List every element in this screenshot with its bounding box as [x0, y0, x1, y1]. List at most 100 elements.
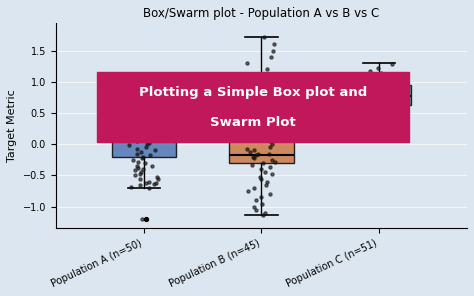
Point	[370, 102, 378, 107]
Point	[146, 179, 153, 184]
Point	[250, 148, 258, 153]
Point	[134, 98, 141, 103]
Point	[361, 112, 369, 117]
Point	[370, 124, 378, 129]
Point	[142, 145, 149, 150]
Point	[145, 186, 152, 190]
Point	[387, 87, 395, 92]
Point	[146, 141, 153, 145]
Point	[139, 167, 147, 172]
Point	[262, 169, 269, 174]
Point	[371, 110, 379, 114]
Point	[137, 149, 145, 154]
Point	[127, 124, 134, 129]
Point	[270, 48, 277, 53]
Point	[143, 142, 150, 147]
Point	[245, 189, 252, 193]
Point	[244, 147, 251, 152]
Point	[149, 164, 156, 168]
Point	[379, 114, 387, 119]
Point	[142, 181, 149, 185]
Point	[374, 66, 382, 70]
Point	[360, 116, 368, 120]
PathPatch shape	[111, 122, 176, 157]
Point	[267, 54, 275, 59]
Point	[264, 67, 271, 72]
Point	[374, 103, 382, 108]
Point	[139, 217, 146, 221]
Point	[128, 184, 135, 189]
Point	[263, 179, 271, 184]
Point	[152, 111, 160, 115]
Point	[388, 93, 396, 98]
Point	[389, 86, 397, 90]
Point	[257, 177, 265, 181]
Point	[266, 145, 273, 150]
Point	[137, 170, 145, 175]
Point	[155, 177, 162, 181]
Point	[137, 183, 144, 188]
Point	[250, 154, 257, 159]
Point	[254, 73, 262, 78]
Point	[260, 35, 268, 39]
Point	[257, 167, 265, 172]
Point	[139, 154, 146, 159]
Point	[268, 142, 276, 147]
Point	[134, 129, 141, 134]
Point	[145, 137, 152, 141]
Point	[371, 98, 379, 103]
Point	[378, 71, 385, 75]
Point	[383, 133, 391, 137]
PathPatch shape	[346, 85, 411, 105]
Point	[271, 159, 279, 164]
Point	[146, 89, 154, 94]
Point	[266, 192, 273, 197]
Point	[364, 97, 371, 102]
Point	[379, 73, 386, 78]
Point	[265, 152, 273, 157]
Point	[126, 143, 133, 148]
Point	[378, 89, 386, 94]
Point	[132, 168, 139, 173]
Point	[268, 172, 275, 176]
Point	[269, 157, 276, 162]
Point	[252, 198, 260, 203]
Point	[360, 120, 367, 125]
Point	[131, 122, 139, 127]
Point	[143, 136, 150, 140]
Point	[378, 111, 386, 115]
Point	[270, 42, 277, 47]
Point	[137, 172, 144, 176]
Point	[365, 104, 373, 109]
Point	[138, 128, 146, 133]
Y-axis label: Target Metric: Target Metric	[7, 89, 17, 162]
PathPatch shape	[229, 141, 294, 163]
Point	[132, 173, 139, 178]
Point	[138, 156, 146, 160]
Point	[252, 207, 259, 212]
Point	[263, 86, 270, 90]
Point	[376, 127, 384, 132]
Point	[246, 149, 254, 154]
Point	[257, 195, 264, 200]
Point	[382, 92, 389, 97]
Point	[381, 89, 388, 94]
Point	[141, 160, 149, 165]
Point	[366, 108, 374, 113]
Point	[259, 213, 267, 217]
Point	[154, 174, 161, 179]
Point	[252, 153, 260, 158]
Title: Box/Swarm plot - Population A vs B vs C: Box/Swarm plot - Population A vs B vs C	[143, 7, 380, 20]
Point	[255, 151, 262, 156]
Point	[390, 101, 397, 105]
Point	[366, 68, 374, 73]
Point	[266, 164, 273, 169]
Point	[389, 129, 396, 134]
Text: Plotting a Simple Box plot and: Plotting a Simple Box plot and	[139, 86, 367, 99]
Point	[262, 210, 269, 215]
Point	[256, 174, 264, 179]
Point	[133, 123, 141, 128]
Point	[383, 78, 390, 82]
Point	[377, 91, 385, 95]
Point	[384, 99, 392, 104]
